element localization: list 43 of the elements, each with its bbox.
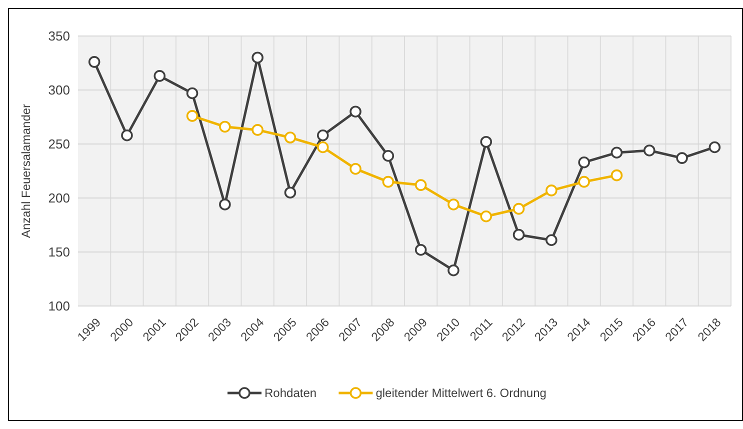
point bbox=[154, 70, 166, 82]
point bbox=[316, 141, 329, 154]
point bbox=[448, 264, 460, 276]
y-tick-label: 250 bbox=[48, 136, 70, 152]
point bbox=[578, 156, 590, 168]
point bbox=[512, 228, 525, 241]
point bbox=[252, 124, 264, 136]
point bbox=[350, 106, 362, 118]
point bbox=[546, 234, 558, 246]
point bbox=[546, 184, 558, 196]
y-tick-label: 100 bbox=[48, 298, 70, 314]
point bbox=[219, 198, 231, 210]
point bbox=[708, 141, 721, 154]
point bbox=[643, 144, 656, 156]
point bbox=[480, 210, 492, 222]
point bbox=[610, 146, 623, 159]
point bbox=[88, 56, 100, 68]
point bbox=[284, 132, 296, 144]
point bbox=[121, 129, 133, 142]
legend-label: Rohdaten bbox=[264, 386, 317, 400]
point bbox=[414, 179, 427, 191]
point bbox=[676, 152, 688, 164]
y-tick-label: 300 bbox=[48, 82, 70, 98]
point bbox=[284, 186, 296, 198]
point bbox=[316, 129, 329, 142]
y-tick-label: 350 bbox=[48, 28, 70, 44]
point bbox=[448, 198, 460, 210]
point bbox=[350, 162, 362, 175]
y-axis-title: Anzahl Feuersalamander bbox=[19, 104, 33, 238]
y-tick-label: 200 bbox=[48, 190, 70, 206]
point bbox=[610, 169, 623, 182]
point bbox=[480, 136, 492, 148]
point bbox=[186, 110, 198, 122]
point bbox=[414, 244, 427, 256]
point bbox=[219, 120, 231, 133]
point bbox=[252, 52, 264, 64]
point bbox=[382, 150, 394, 162]
legend-label: gleitender Mittelwert 6. Ordnung bbox=[376, 386, 546, 400]
y-tick-label: 150 bbox=[48, 244, 70, 260]
point bbox=[578, 176, 590, 188]
point bbox=[186, 87, 198, 100]
point bbox=[512, 202, 525, 215]
point bbox=[382, 176, 394, 188]
